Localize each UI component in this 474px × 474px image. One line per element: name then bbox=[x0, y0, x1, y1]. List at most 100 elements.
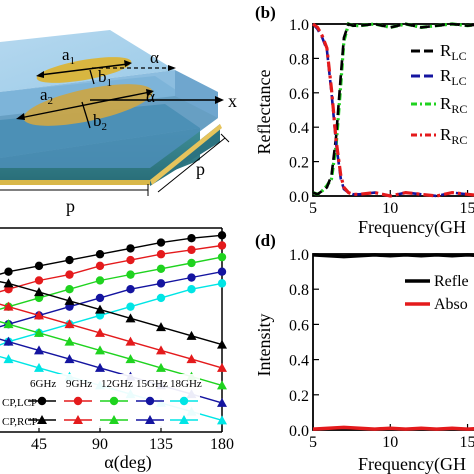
panel-c-point-7-8 bbox=[217, 380, 227, 390]
b-grid-ytick-label-2: 0.4 bbox=[289, 120, 309, 137]
panel-c-point-8-1 bbox=[3, 336, 14, 346]
panel-c-point-8-8 bbox=[217, 397, 227, 407]
panel-c-xtick-label-1: 90 bbox=[92, 436, 108, 453]
panel-c-legend-marks bbox=[28, 396, 198, 424]
d-grid-ytick-label-3: 0.6 bbox=[289, 317, 309, 334]
a1-arrowhead-right bbox=[124, 60, 132, 67]
p-side-label: p bbox=[196, 159, 205, 179]
panel-c-point-3-8 bbox=[217, 267, 227, 276]
b1-label: b1 bbox=[98, 67, 112, 89]
panel-c-point-2-4 bbox=[95, 276, 105, 285]
panel-b-legend-label-2: RRC bbox=[440, 94, 467, 116]
alpha-label-top: α bbox=[150, 48, 159, 67]
d-grid-ytick-label-1: 0.2 bbox=[289, 388, 309, 405]
panel-c-series-line-3 bbox=[0, 271, 223, 328]
panel-c-point-3-5 bbox=[126, 285, 135, 294]
panel-d-label: (d) bbox=[255, 231, 276, 250]
alpha-label-bottom: α bbox=[146, 87, 155, 106]
d-grid-ytick-label-2: 0.4 bbox=[289, 353, 309, 370]
d-grid-xtick-label-0: 5 bbox=[309, 434, 317, 451]
panel-c-point-6-5 bbox=[125, 336, 136, 346]
panel-b-ticks-group: 0.0 0.2 0.4 0.6 0.8 1.0 5 10 15 bbox=[289, 17, 474, 217]
b-grid-ytick-label-3: 0.6 bbox=[289, 86, 309, 103]
panel-c-point-7-4 bbox=[95, 345, 105, 355]
panel-c-point-1-7 bbox=[187, 245, 196, 255]
panel-c-point-0-2 bbox=[34, 261, 44, 271]
panel-c-point-8-3 bbox=[64, 354, 75, 364]
panel-c-point-5-6 bbox=[156, 322, 166, 332]
panel-c-point-2-6 bbox=[156, 264, 166, 273]
panel-c-point-9-8 bbox=[217, 415, 227, 425]
panel-c-xtick-label-3: 180 bbox=[210, 436, 234, 453]
panel-d-series-group bbox=[312, 253, 474, 431]
panel-b-frame bbox=[312, 23, 474, 197]
panel-b-series-line-1 bbox=[312, 22, 474, 196]
panel-c-legend: 6GHz 9GHz 12GHz 15GHz 18GHz CP,LCP CP,RC… bbox=[2, 374, 202, 428]
panel-b-legend: RLC RLC RRC RRC bbox=[411, 41, 467, 147]
panel-b-series-group bbox=[312, 21, 474, 198]
panel-c-point-1-4 bbox=[95, 261, 105, 271]
panel-c-point-4-5 bbox=[126, 302, 135, 311]
panel-c-series-line-4 bbox=[0, 282, 223, 346]
panel-d-ticks-group: 0.0 0.2 0.4 0.6 0.8 1.0 5 10 15 bbox=[289, 247, 474, 451]
legend-row2-marker-0 bbox=[37, 415, 47, 424]
legend-freq-18: 18GHz bbox=[170, 378, 202, 390]
panel-c-point-1-5 bbox=[126, 255, 135, 265]
legend-row2-marker-2 bbox=[109, 415, 119, 424]
legend-row2-marker-3 bbox=[145, 415, 155, 424]
b2-label: b2 bbox=[93, 111, 107, 133]
legend-row2-label: CP,RCP bbox=[2, 416, 38, 428]
panel-c-point-0-1 bbox=[4, 267, 13, 276]
panel-b-series-line-3 bbox=[312, 22, 474, 198]
top-layer-right-face bbox=[175, 70, 218, 118]
panel-c-point-6-4 bbox=[95, 327, 105, 337]
d-grid-ytick-label-5: 1.0 bbox=[289, 247, 309, 264]
panel-c-point-3-7 bbox=[187, 273, 196, 282]
a1-arrowhead-left bbox=[36, 71, 44, 78]
panel-c-point-7-3 bbox=[64, 336, 75, 346]
a2-arrowhead-left bbox=[16, 113, 25, 120]
alpha1-axis-arrowhead bbox=[168, 65, 176, 71]
panel-c-point-6-1 bbox=[3, 301, 14, 311]
panel-d-series-line-1 bbox=[312, 425, 474, 431]
b-grid-xtick-label-2: 15 bbox=[460, 200, 474, 217]
legend-row1-marker-1 bbox=[73, 396, 83, 406]
panel-b-series-line-2 bbox=[312, 23, 474, 198]
panel-c-point-0-8 bbox=[217, 231, 227, 240]
panel-d-ylabel: Intensity bbox=[254, 314, 274, 377]
a2-label: a2 bbox=[40, 85, 53, 107]
panel-d-legend: Refle Abso bbox=[405, 273, 469, 313]
panel-c-point-5-2 bbox=[34, 287, 44, 297]
unit-cell-schematic: a1 b1 α a2 b2 α x p p bbox=[0, 30, 237, 216]
panel-c-point-7-6 bbox=[156, 362, 166, 372]
panel-c-point-7-1 bbox=[3, 319, 14, 329]
panel-c-point-2-8 bbox=[217, 252, 227, 262]
b-grid-ytick-label-0: 0.0 bbox=[289, 189, 309, 206]
panel-c-point-6-6 bbox=[156, 345, 166, 355]
panel-c-point-9-2 bbox=[34, 362, 44, 372]
b-grid-ytick-label-5: 1.0 bbox=[289, 17, 309, 34]
panel-c-point-1-3 bbox=[65, 270, 74, 279]
panel-c-point-8-4 bbox=[95, 362, 105, 372]
b-grid-ytick-label-1: 0.2 bbox=[289, 155, 309, 172]
panel-c-point-1-2 bbox=[34, 276, 44, 285]
panel-c-point-6-3 bbox=[64, 319, 75, 329]
a1-label: a1 bbox=[62, 45, 75, 67]
panel-c-point-7-5 bbox=[125, 354, 136, 364]
panel-b-label: (b) bbox=[255, 3, 276, 22]
panel-c-point-3-6 bbox=[156, 279, 166, 288]
legend-freq-9: 9GHz bbox=[66, 378, 92, 390]
panel-b-chart: (b) 0.00.20.40.60.81.05 10 15 Reflectance … bbox=[254, 3, 474, 238]
panel-c-point-1-8 bbox=[217, 241, 227, 250]
d-grid-ytick-label-4: 0.8 bbox=[289, 282, 309, 299]
panel-c-point-5-5 bbox=[125, 313, 136, 323]
panel-b-legend-label-0: RLC bbox=[440, 41, 467, 63]
panel-c-xticks-group: 45 90 135 180 bbox=[31, 426, 234, 453]
legend-row1-marker-4 bbox=[179, 396, 189, 406]
a2-arrow bbox=[19, 91, 151, 119]
panel-d-chart: (d) 0.0 0.2 0.4 0.6 0.8 1.0 5 10 15 Intensity Fr… bbox=[254, 231, 474, 474]
ground-plane-right-edge bbox=[150, 124, 222, 185]
d-grid-ytick-label-0: 0.0 bbox=[289, 423, 309, 440]
panel-c-point-7-2 bbox=[34, 327, 44, 337]
p-bottom-label: p bbox=[66, 196, 75, 216]
